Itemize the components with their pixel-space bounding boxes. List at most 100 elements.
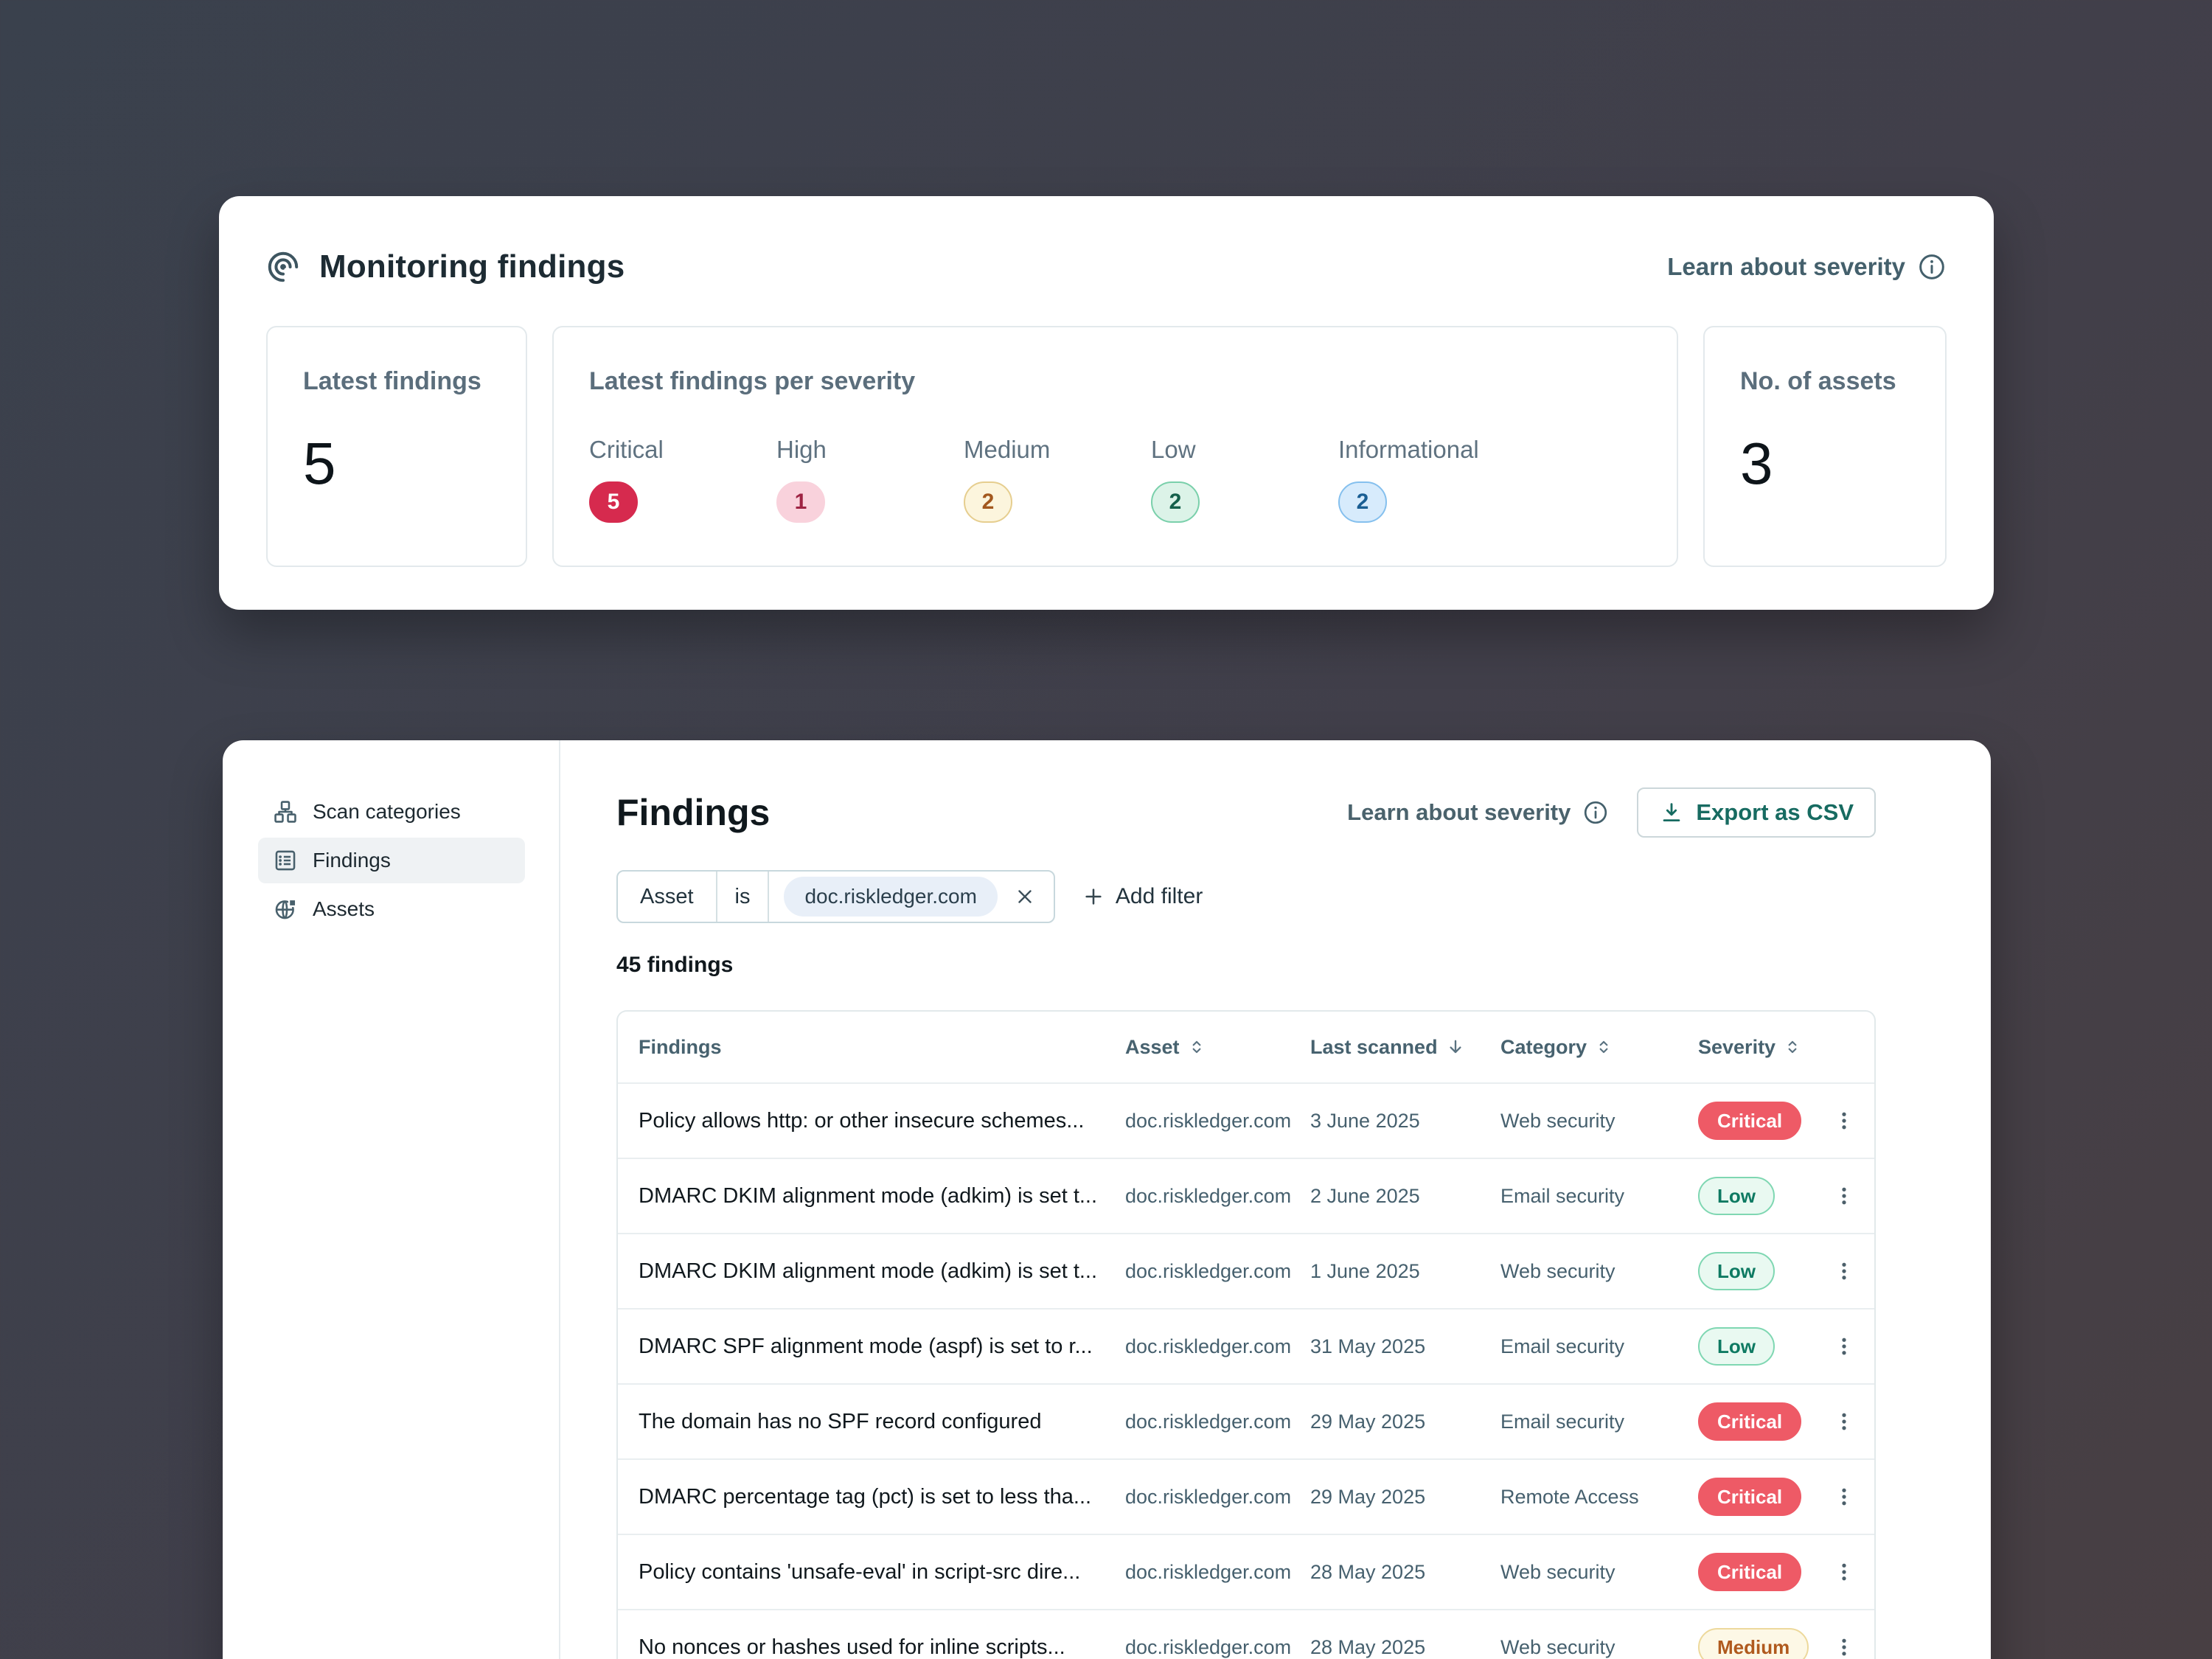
finding-title: The domain has no SPF record configured: [639, 1409, 1042, 1433]
severity-item-medium: Medium 2: [964, 436, 1151, 523]
column-header-category[interactable]: Category: [1500, 1036, 1698, 1059]
finding-title: DMARC SPF alignment mode (aspf) is set t…: [639, 1334, 1093, 1358]
finding-asset: doc.riskledger.com: [1125, 1259, 1292, 1282]
kebab-icon: [1833, 1636, 1855, 1658]
filter-field[interactable]: Asset: [618, 872, 717, 922]
latest-findings-value: 5: [303, 431, 336, 496]
severity-item-critical: Critical 5: [589, 436, 776, 523]
latest-findings-label: Latest findings: [303, 367, 481, 395]
filter-remove-button[interactable]: [1009, 881, 1040, 912]
severity-badge: Low: [1698, 1177, 1775, 1215]
severity-badge: Critical: [1698, 1553, 1802, 1591]
finding-category: Email security: [1500, 1410, 1625, 1433]
row-actions-button[interactable]: [1827, 1555, 1861, 1589]
filter-chip[interactable]: Asset is doc.riskledger.com: [616, 870, 1055, 923]
learn-about-severity-link[interactable]: Learn about severity: [1347, 799, 1609, 826]
finding-asset: doc.riskledger.com: [1125, 1560, 1292, 1583]
table-row[interactable]: DMARC DKIM alignment mode (adkim) is set…: [618, 1233, 1874, 1308]
export-csv-button[interactable]: Export as CSV: [1637, 787, 1876, 838]
table-row[interactable]: DMARC percentage tag (pct) is set to les…: [618, 1458, 1874, 1534]
assets-count-label: No. of assets: [1740, 367, 1896, 395]
severity-overview-box: Latest findings per severity Critical 5 …: [552, 326, 1678, 567]
sort-desc-icon: [1445, 1037, 1466, 1057]
learn-about-severity-label: Learn about severity: [1347, 799, 1571, 825]
severity-overview-row: Critical 5 High 1 Medium 2 Low 2 Informa…: [589, 436, 1641, 523]
finding-last-scanned: 2 June 2025: [1310, 1184, 1420, 1207]
finding-category: Web security: [1500, 1560, 1615, 1583]
column-header-asset[interactable]: Asset: [1125, 1036, 1310, 1059]
sidebar-item-label: Assets: [313, 897, 375, 920]
column-header-last-scanned[interactable]: Last scanned: [1310, 1036, 1500, 1059]
severity-badge: Low: [1698, 1252, 1775, 1290]
monitoring-card-header: Monitoring findings Learn about severity: [266, 232, 1947, 302]
severity-count-pill: 2: [1338, 481, 1387, 523]
finding-asset: doc.riskledger.com: [1125, 1410, 1292, 1433]
severity-badge: Critical: [1698, 1102, 1802, 1140]
finding-asset: doc.riskledger.com: [1125, 1184, 1292, 1207]
table-row[interactable]: No nonces or hashes used for inline scri…: [618, 1609, 1874, 1659]
finding-last-scanned: 31 May 2025: [1310, 1335, 1426, 1357]
sidebar-item-assets[interactable]: Assets: [258, 886, 525, 932]
table-row[interactable]: DMARC SPF alignment mode (aspf) is set t…: [618, 1308, 1874, 1383]
severity-badge: Critical: [1698, 1402, 1802, 1441]
finding-last-scanned: 29 May 2025: [1310, 1485, 1426, 1508]
severity-count-pill: 1: [776, 481, 825, 523]
severity-overview-label: Latest findings per severity: [589, 367, 916, 395]
result-count: 45 findings: [616, 953, 734, 977]
table-row[interactable]: Policy contains 'unsafe-eval' in script-…: [618, 1534, 1874, 1609]
finding-asset: doc.riskledger.com: [1125, 1485, 1292, 1508]
monitoring-findings-card: Monitoring findings Learn about severity…: [219, 196, 1994, 610]
table-row[interactable]: DMARC DKIM alignment mode (adkim) is set…: [618, 1158, 1874, 1233]
filter-row: Asset is doc.riskledger.com: [616, 870, 1876, 923]
kebab-icon: [1833, 1561, 1855, 1583]
filter-operator[interactable]: is: [717, 872, 770, 922]
column-header-severity[interactable]: Severity: [1698, 1036, 1831, 1059]
monitoring-stats-row: Latest findings 5 Latest findings per se…: [266, 326, 1947, 567]
close-icon: [1014, 886, 1036, 908]
export-csv-label: Export as CSV: [1696, 799, 1854, 825]
globe-icon: [273, 897, 298, 922]
findings-main: Findings Learn about severity: [560, 740, 1991, 1659]
severity-item-label: Low: [1151, 436, 1196, 463]
finding-category: Email security: [1500, 1335, 1625, 1357]
sort-icon: [1594, 1037, 1613, 1057]
severity-count-pill: 5: [589, 481, 638, 523]
row-actions-button[interactable]: [1827, 1480, 1861, 1514]
add-filter-button[interactable]: Add filter: [1082, 884, 1203, 909]
row-actions-button[interactable]: [1827, 1179, 1861, 1213]
row-actions-button[interactable]: [1827, 1630, 1861, 1659]
column-header-findings: Findings: [639, 1035, 722, 1058]
severity-item-low: Low 2: [1151, 436, 1338, 523]
sidebar-item-findings[interactable]: Findings: [258, 838, 525, 883]
row-actions-button[interactable]: [1827, 1104, 1861, 1138]
row-actions-button[interactable]: [1827, 1254, 1861, 1288]
table-row[interactable]: The domain has no SPF record configured …: [618, 1383, 1874, 1458]
sort-icon: [1187, 1037, 1206, 1057]
severity-count-pill: 2: [964, 481, 1012, 523]
finding-last-scanned: 28 May 2025: [1310, 1560, 1426, 1583]
kebab-icon: [1833, 1110, 1855, 1132]
monitoring-spiral-icon: [266, 250, 300, 284]
finding-title: DMARC percentage tag (pct) is set to les…: [639, 1484, 1092, 1509]
filter-value[interactable]: doc.riskledger.com: [784, 877, 998, 917]
download-icon: [1659, 800, 1684, 825]
learn-about-severity-link[interactable]: Learn about severity: [1667, 252, 1947, 282]
severity-item-label: High: [776, 436, 827, 463]
row-actions-button[interactable]: [1827, 1329, 1861, 1363]
kebab-icon: [1833, 1411, 1855, 1433]
row-actions-button[interactable]: [1827, 1405, 1861, 1439]
sidebar-item-scan-categories[interactable]: Scan categories: [258, 789, 525, 835]
finding-category: Remote Access: [1500, 1485, 1639, 1508]
findings-table: Findings Asset Last scanned: [616, 1010, 1876, 1659]
table-row[interactable]: Policy allows http: or other insecure sc…: [618, 1082, 1874, 1158]
sitemap-icon: [273, 799, 298, 824]
finding-asset: doc.riskledger.com: [1125, 1335, 1292, 1357]
finding-category: Web security: [1500, 1259, 1615, 1282]
sidebar-item-label: Scan categories: [313, 800, 461, 823]
finding-title: Policy allows http: or other insecure sc…: [639, 1108, 1085, 1133]
info-icon: [1917, 252, 1947, 282]
learn-about-severity-label: Learn about severity: [1667, 253, 1905, 280]
latest-findings-box: Latest findings 5: [266, 326, 527, 567]
finding-title: DMARC DKIM alignment mode (adkim) is set…: [639, 1183, 1098, 1208]
severity-badge: Low: [1698, 1327, 1775, 1366]
